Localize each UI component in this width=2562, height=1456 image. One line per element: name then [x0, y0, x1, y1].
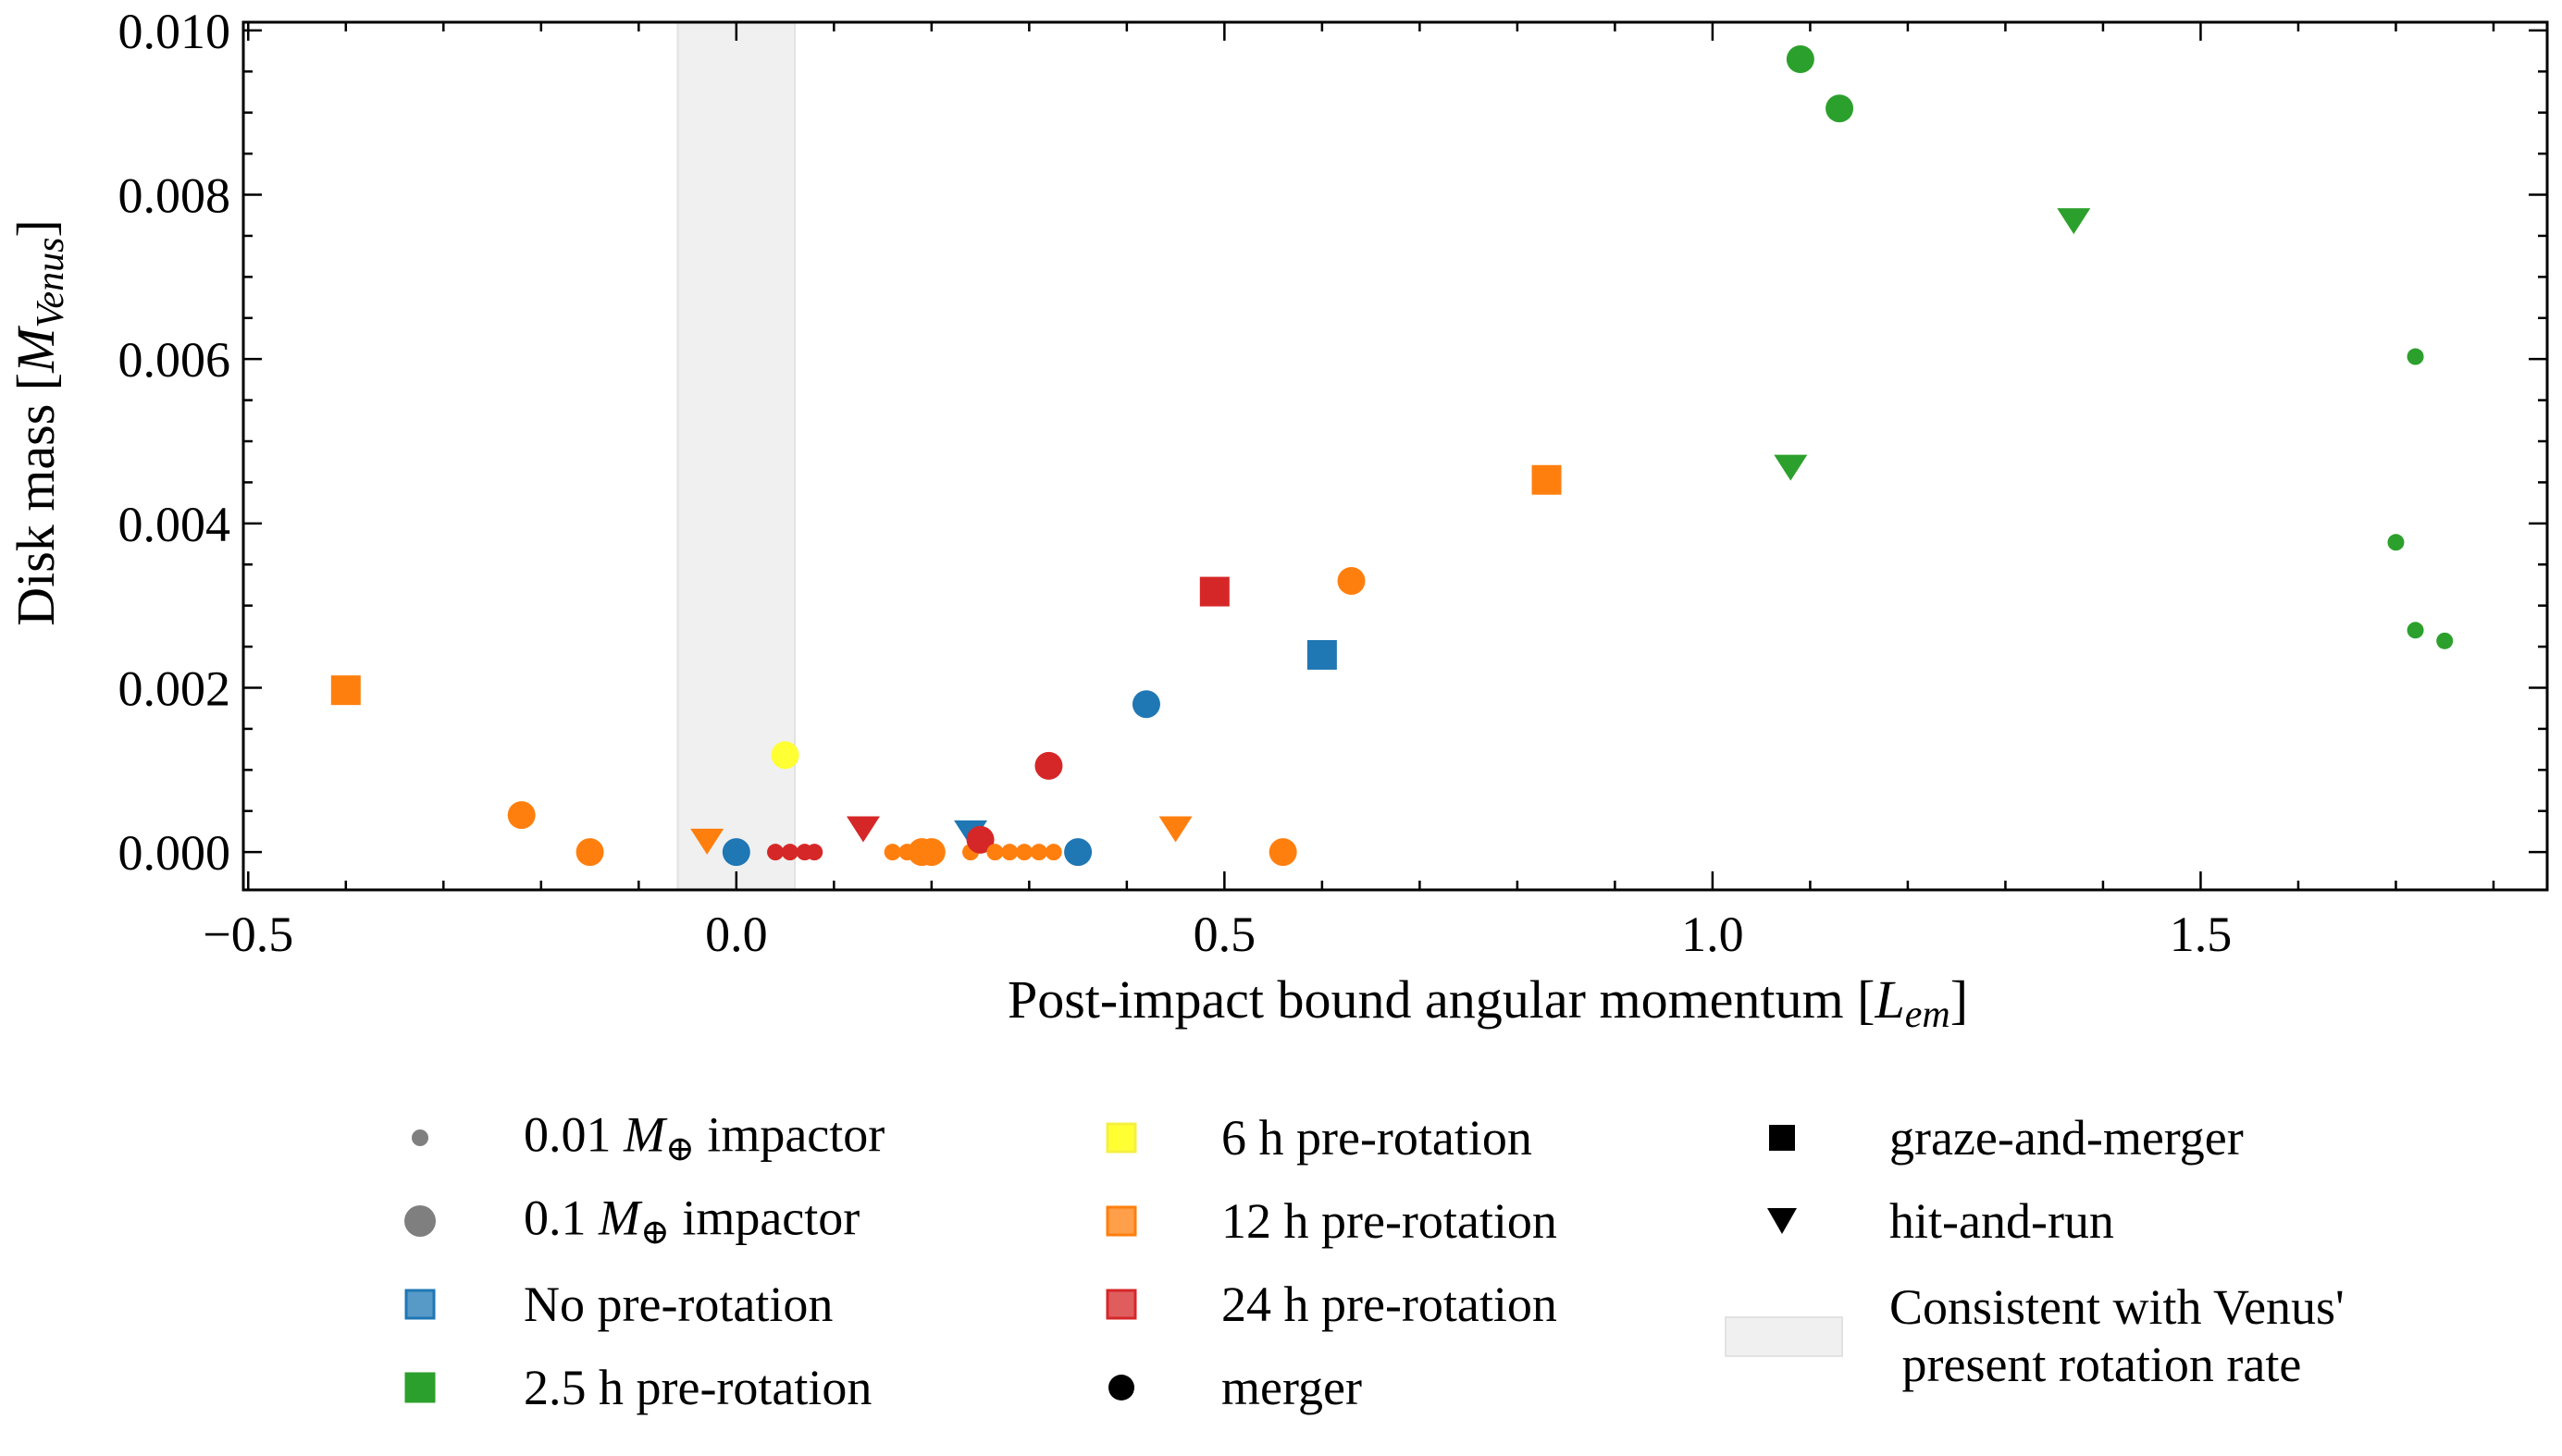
x-tick-label: −0.5 — [203, 907, 293, 962]
x-tick-label: 0.5 — [1194, 907, 1256, 962]
x-tick-label: 1.0 — [1681, 907, 1744, 962]
point-merger-2.5h — [2407, 622, 2424, 639]
point-merger-12h — [1045, 844, 1062, 861]
y-tick-label: 0.002 — [118, 660, 231, 716]
point-merger-24h — [1034, 751, 1063, 780]
point-merger-12h — [576, 838, 604, 867]
point-merger-2.5h — [2407, 348, 2424, 365]
point-merger-2.5h — [2436, 632, 2454, 649]
axis-ticks — [243, 22, 2547, 890]
point-merger-none — [1132, 690, 1160, 719]
plot-frame — [241, 20, 2549, 892]
tick-labels: −0.5 0.0 0.5 1.0 1.5 0.000 0.002 0.004 0.006 0.00… — [118, 4, 2233, 962]
point-hit-and-run-2.5h — [2057, 208, 2091, 235]
y-axis-label: Disk mass [MVenus] — [6, 219, 72, 626]
point-merger-12h — [884, 844, 901, 861]
point-hit-and-run-12h — [1158, 816, 1193, 843]
point-merger-12h — [1030, 844, 1047, 861]
y-tick-label: 0.010 — [118, 4, 231, 59]
y-tick-label: 0.006 — [118, 332, 231, 388]
point-merger-24h — [781, 844, 798, 861]
point-merger-12h — [1337, 567, 1366, 596]
point-merger-none — [1064, 838, 1093, 867]
point-merger-2.5h — [1786, 44, 1814, 73]
point-merger-12h — [1001, 844, 1019, 861]
point-hit-and-run-12h — [690, 828, 724, 855]
point-merger-24h — [806, 844, 823, 861]
y-tick-label: 0.000 — [118, 825, 231, 881]
point-merger-12h — [986, 844, 1004, 861]
y-tick-label: 0.004 — [118, 497, 231, 552]
point-merger-2.5h — [2387, 534, 2405, 551]
point-hit-and-run-2.5h — [1774, 454, 1808, 481]
point-merger-2.5h — [1826, 94, 1854, 123]
point-graze-and-merger-12h — [1531, 464, 1562, 495]
point-graze-and-merger-12h — [330, 675, 361, 706]
point-graze-and-merger-24h — [1199, 576, 1230, 607]
point-merger-12h — [507, 801, 536, 830]
point-hit-and-run-24h — [846, 816, 880, 843]
point-graze-and-merger-none — [1306, 639, 1337, 670]
point-merger-12h — [917, 838, 946, 867]
point-merger-24h — [767, 844, 785, 861]
point-merger-12h — [1016, 844, 1033, 861]
x-tick-label: 1.5 — [2170, 907, 2233, 962]
point-merger-6h — [771, 741, 799, 770]
x-tick-label: 0.0 — [705, 907, 768, 962]
x-axis-label: Post-impact bound angular momentum [Lem] — [1008, 969, 1968, 1036]
y-tick-label: 0.008 — [118, 168, 231, 224]
point-merger-none — [722, 838, 750, 867]
point-merger-24h — [966, 825, 995, 854]
point-merger-12h — [1269, 838, 1297, 867]
data-points — [330, 44, 2454, 867]
